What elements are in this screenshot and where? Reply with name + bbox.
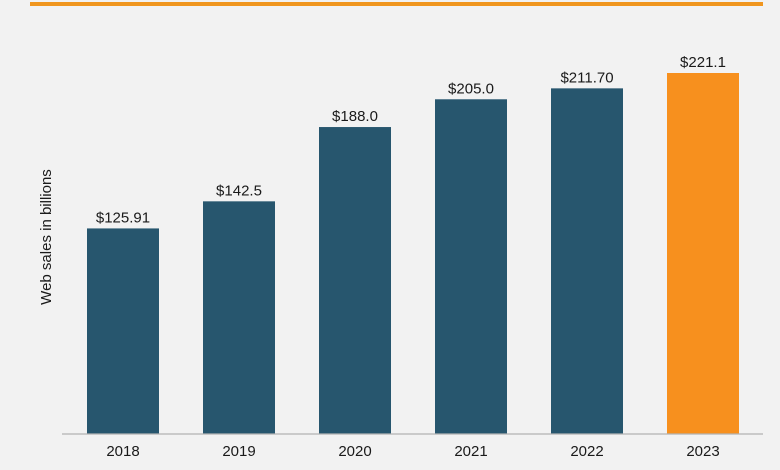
x-tick-label-2023: 2023 <box>686 443 719 460</box>
y-axis-label: Web sales in billions <box>38 169 55 305</box>
bar-2018 <box>87 228 159 434</box>
bar-2020 <box>319 127 391 434</box>
bar-2022 <box>551 88 623 434</box>
x-tick-label-2022: 2022 <box>570 443 603 460</box>
value-label-2018: $125.91 <box>96 209 150 226</box>
x-tick-label-2018: 2018 <box>106 443 139 460</box>
x-tick-labels-group: 2018 2019 2020 2021 2022 2023 <box>106 443 719 460</box>
value-label-2021: $205.0 <box>448 80 494 97</box>
bars-group <box>87 73 739 434</box>
x-tick-label-2019: 2019 <box>222 443 255 460</box>
bar-2019 <box>203 201 275 434</box>
bar-2021 <box>435 99 507 434</box>
value-labels-group: $125.91 $142.5 $188.0 $205.0 $211.70 $221.1 <box>96 54 726 226</box>
x-tick-label-2020: 2020 <box>338 443 371 460</box>
value-label-2022: $211.70 <box>560 69 613 86</box>
x-tick-label-2021: 2021 <box>454 443 487 460</box>
value-label-2019: $142.5 <box>216 182 262 199</box>
top-rule <box>30 2 763 6</box>
bar-2023 <box>667 73 739 434</box>
value-label-2020: $188.0 <box>332 108 378 125</box>
value-label-2023: $221.1 <box>680 54 726 71</box>
